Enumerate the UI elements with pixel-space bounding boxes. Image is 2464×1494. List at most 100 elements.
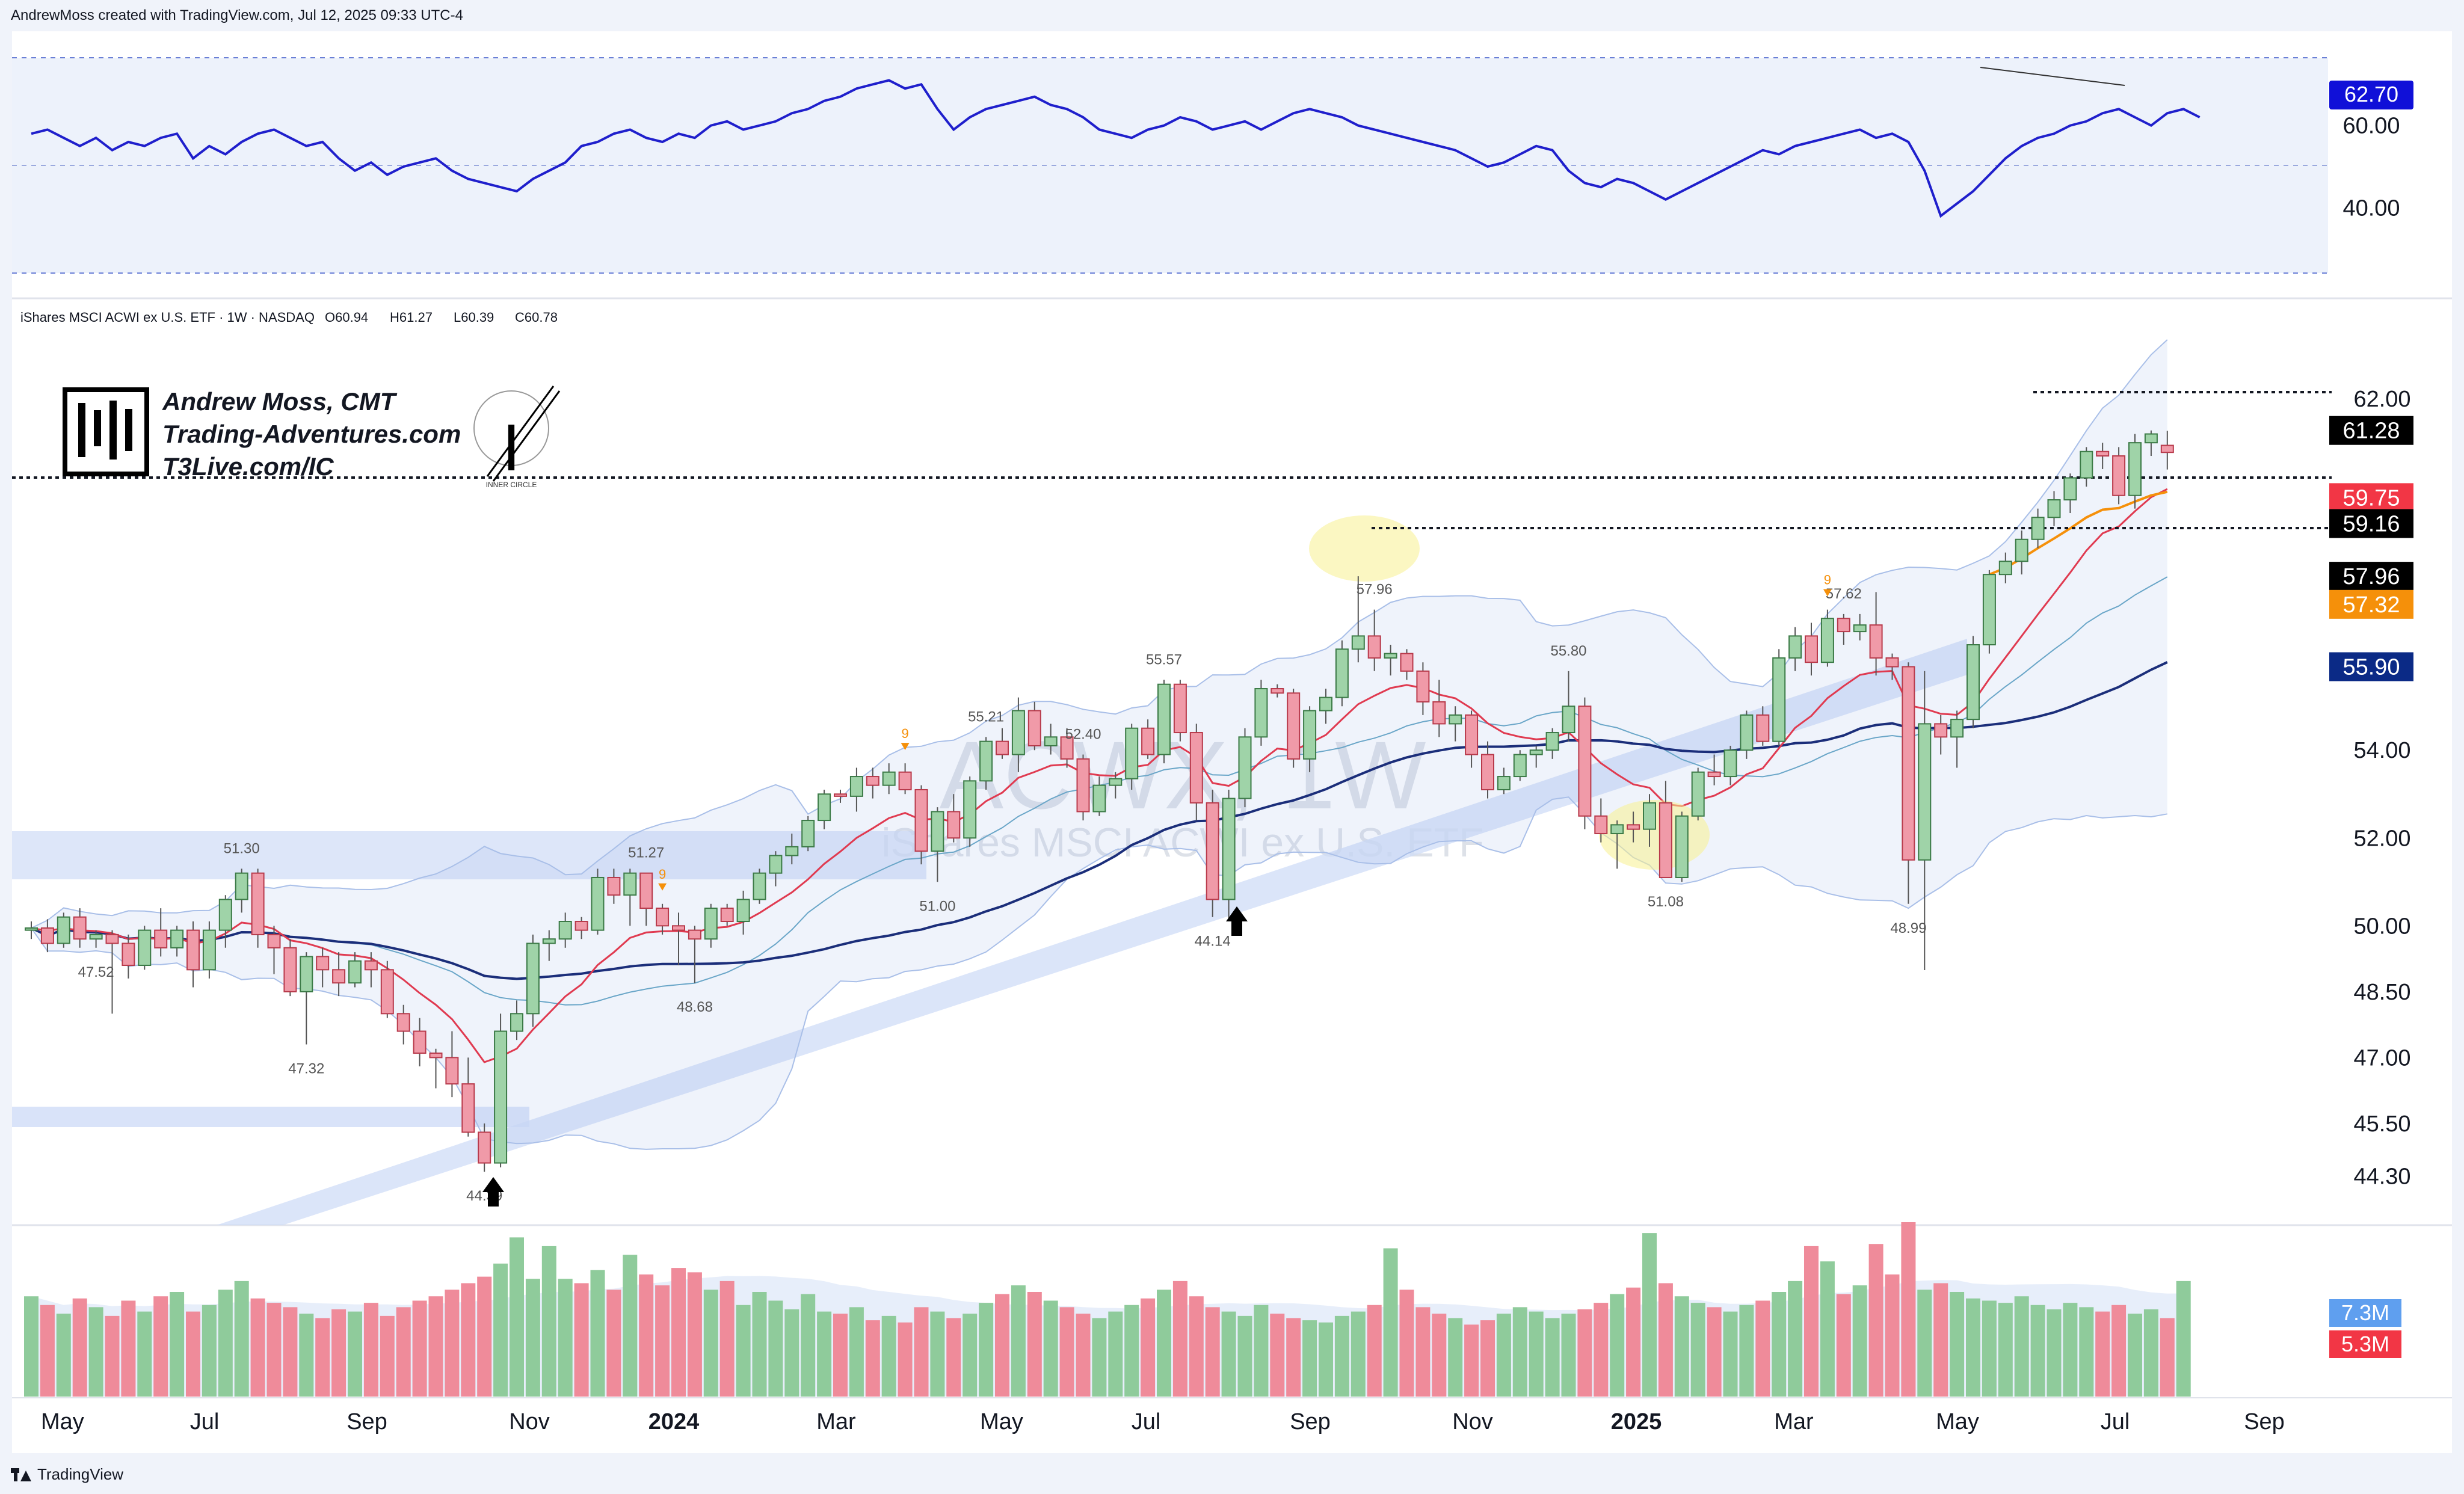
volume-bar-118 [1933, 1283, 1948, 1397]
volume-bar-120 [1966, 1298, 1980, 1397]
legend-high: H61.27 [390, 310, 433, 325]
volume-bar-17 [299, 1314, 314, 1397]
candle-36 [607, 868, 621, 904]
candle-body-61 [1011, 710, 1025, 755]
candle-body-31 [526, 942, 540, 1015]
candle-50 [834, 789, 847, 803]
candle-9 [170, 926, 184, 957]
time-tick-4: 2024 [648, 1409, 700, 1434]
candle-121 [1982, 570, 1996, 654]
candle-1 [40, 919, 54, 953]
candles[interactable] [25, 430, 2174, 1172]
volume-bar-97 [1594, 1303, 1609, 1397]
volume-bar-117 [1917, 1290, 1932, 1397]
candle-body-11 [202, 929, 216, 971]
candle-128 [2096, 443, 2110, 469]
candle-body-48 [801, 820, 815, 847]
volume-bar-40 [671, 1268, 686, 1397]
volume-bar-39 [655, 1285, 670, 1397]
candle-body-117 [1918, 723, 1932, 861]
candle-body-101 [1659, 802, 1672, 878]
candle-68 [1125, 724, 1139, 790]
chart-canvas[interactable]: 40.00 60.00 62.70 iShares MSCI ACWI ex U.… [12, 31, 2452, 1453]
candle-8 [154, 908, 168, 957]
volume-bar-72 [1189, 1296, 1204, 1397]
td-mark-0: 9 [659, 867, 666, 882]
volume-bar-119 [1950, 1292, 1965, 1397]
candle-body-112 [1837, 618, 1850, 633]
time-tick-5: Mar [816, 1409, 856, 1434]
candle-body-7 [138, 929, 152, 967]
candle-61 [1011, 697, 1025, 772]
volume-bar-7 [137, 1311, 152, 1397]
candle-127 [2080, 447, 2093, 487]
candle-body-40 [672, 925, 685, 931]
candle-95 [1562, 671, 1575, 742]
candle-2 [57, 912, 70, 948]
time-tick-0: May [41, 1409, 84, 1434]
tradingview-brand[interactable]: TradingView [11, 1465, 123, 1484]
volume-bar-131 [2143, 1309, 2158, 1397]
volume-bar-89 [1464, 1324, 1479, 1397]
volume-bar-73 [1205, 1307, 1220, 1397]
volume-bar-47 [784, 1309, 799, 1397]
candle-body-82 [1351, 635, 1365, 650]
candle-113 [1853, 613, 1867, 641]
volume-bar-133 [2176, 1280, 2191, 1397]
rsi-line [31, 79, 2201, 218]
price-axis[interactable]: 62.00 54.00 52.00 50.00 48.50 47.00 45.50 44.30 [2353, 387, 2410, 1189]
candle-body-24 [413, 1030, 427, 1054]
price-annotation-14: 51.08 [1648, 894, 1684, 910]
volume-bar-24 [412, 1300, 427, 1397]
volume-bar-3 [72, 1298, 87, 1397]
time-tick-11: Mar [1774, 1409, 1814, 1434]
volume-bar-109 [1788, 1280, 1803, 1397]
candle-body-124 [2031, 517, 2045, 540]
candle-75 [1238, 728, 1252, 808]
candle-body-69 [1141, 727, 1155, 755]
candle-body-6 [122, 942, 135, 967]
volume-bar-14 [250, 1298, 265, 1397]
candle-109 [1788, 627, 1802, 671]
legend-close: C60.78 [515, 310, 558, 325]
volume-bar-11 [202, 1305, 217, 1397]
candle-body-58 [963, 780, 977, 839]
candle-body-115 [1885, 657, 1899, 668]
candle-body-32 [542, 938, 556, 944]
candle-12 [218, 895, 232, 948]
time-tick-10: 2025 [1611, 1409, 1662, 1434]
volume-bar-106 [1739, 1305, 1754, 1397]
rsi-divergence-trendline[interactable] [1980, 67, 2125, 86]
volume-bar-58 [962, 1314, 978, 1397]
candle-body-125 [2047, 499, 2061, 518]
candle-6 [122, 934, 135, 979]
volume-bar-91 [1496, 1314, 1511, 1397]
volume-bar-111 [1820, 1261, 1835, 1397]
time-axis[interactable]: May Jul Sep Nov 2024 Mar May Jul Sep Nov 2025 Mar Ma… [41, 1409, 2285, 1434]
candle-body-27 [461, 1083, 475, 1133]
volume-bar-103 [1690, 1303, 1705, 1397]
price-label-text-2: 59.16 [2342, 511, 2400, 536]
candle-body-86 [1416, 670, 1430, 702]
candle-body-123 [2015, 538, 2028, 562]
volume-bar-19 [331, 1309, 346, 1397]
price-tick-1: 54.00 [2353, 738, 2410, 763]
candle-body-80 [1319, 696, 1332, 712]
candle-body-50 [834, 793, 847, 797]
volume-bar-2 [56, 1314, 71, 1397]
volume-bar-93 [1529, 1311, 1544, 1397]
price-label-1: 59.75 [2329, 483, 2413, 512]
brand-text: TradingView [37, 1465, 124, 1483]
up-arrow-aug-2024 [1226, 906, 1248, 936]
chart-area[interactable]: 40.00 60.00 62.70 iShares MSCI ACWI ex U.… [12, 31, 2452, 1453]
volume-bar-1 [40, 1305, 55, 1397]
volume-bar-9 [170, 1292, 185, 1397]
candle-body-93 [1529, 749, 1543, 755]
volume-bar-102 [1674, 1296, 1689, 1397]
volume-bar-16 [283, 1307, 298, 1397]
volume-bar-108 [1772, 1292, 1787, 1397]
candle-116 [1902, 662, 1915, 904]
price-tick-3: 50.00 [2353, 914, 2410, 939]
candle-79 [1303, 706, 1317, 772]
candle-29 [494, 1013, 508, 1167]
